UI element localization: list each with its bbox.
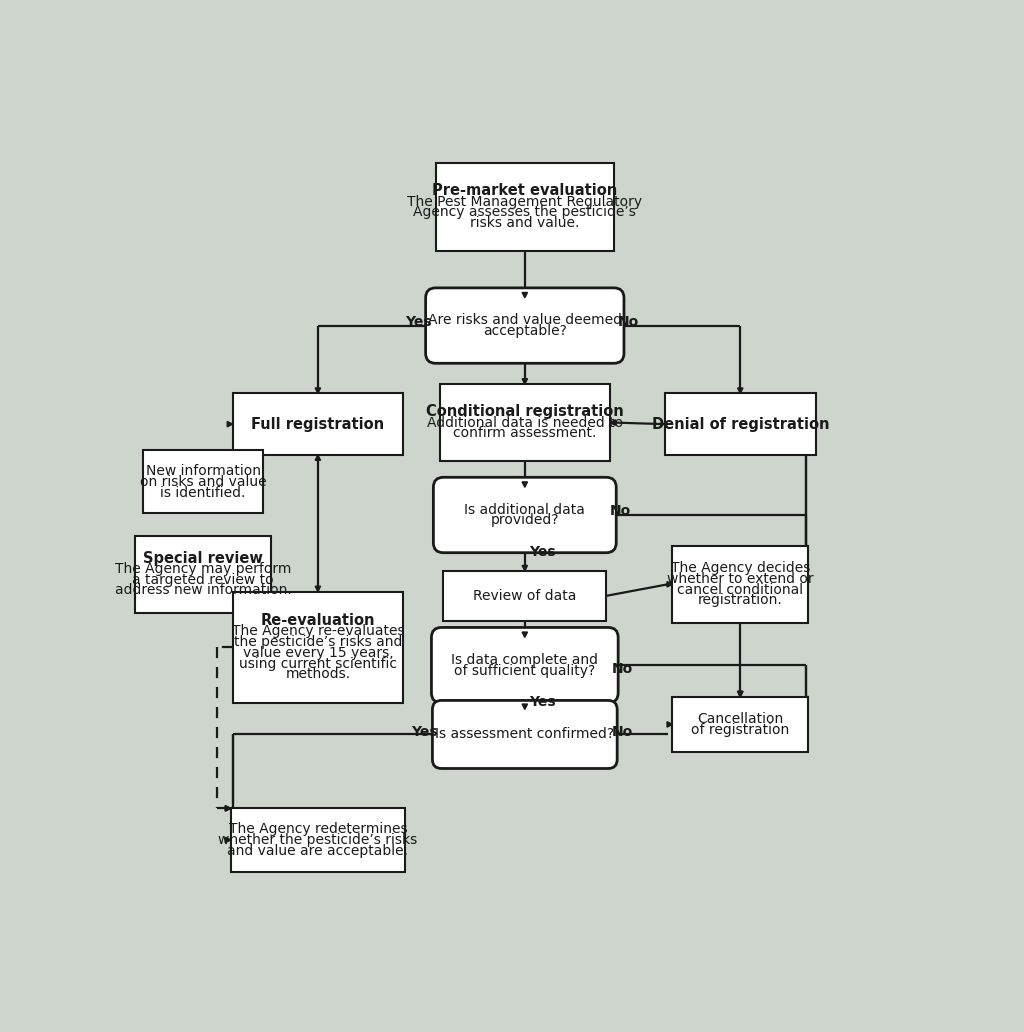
FancyBboxPatch shape: [432, 701, 617, 769]
Text: No: No: [610, 505, 632, 518]
Polygon shape: [610, 420, 615, 425]
Text: registration.: registration.: [698, 593, 782, 608]
Polygon shape: [667, 721, 673, 728]
Polygon shape: [225, 837, 230, 843]
Text: Denial of registration: Denial of registration: [651, 417, 829, 431]
Text: No: No: [612, 725, 633, 739]
Text: of registration: of registration: [691, 722, 790, 737]
Polygon shape: [737, 388, 743, 393]
FancyBboxPatch shape: [443, 571, 606, 621]
Polygon shape: [315, 388, 321, 393]
Text: The Pest Management Regulatory: The Pest Management Regulatory: [408, 195, 642, 208]
Polygon shape: [225, 806, 230, 811]
Polygon shape: [522, 379, 527, 384]
Text: No: No: [617, 315, 639, 329]
Polygon shape: [225, 806, 230, 811]
Polygon shape: [667, 582, 673, 587]
Text: using current scientific: using current scientific: [239, 656, 397, 671]
FancyBboxPatch shape: [143, 450, 263, 514]
Polygon shape: [522, 632, 527, 638]
FancyBboxPatch shape: [435, 163, 614, 251]
FancyBboxPatch shape: [673, 697, 808, 752]
FancyBboxPatch shape: [232, 393, 403, 455]
Polygon shape: [737, 691, 743, 697]
FancyBboxPatch shape: [433, 478, 616, 553]
FancyBboxPatch shape: [673, 546, 808, 622]
Text: is identified.: is identified.: [161, 486, 246, 499]
FancyBboxPatch shape: [665, 393, 816, 455]
Text: The Agency may perform: The Agency may perform: [115, 561, 292, 576]
FancyBboxPatch shape: [431, 627, 618, 703]
Text: The Agency decides: The Agency decides: [671, 561, 810, 575]
Text: The Agency re-evaluates: The Agency re-evaluates: [231, 624, 404, 638]
Polygon shape: [227, 421, 232, 427]
Text: a targeted review to: a targeted review to: [132, 573, 274, 586]
FancyBboxPatch shape: [426, 288, 624, 363]
Text: Cancellation: Cancellation: [697, 712, 783, 727]
Polygon shape: [315, 455, 321, 460]
Text: Re-evaluation: Re-evaluation: [261, 613, 375, 628]
Text: cancel conditional: cancel conditional: [677, 583, 803, 596]
Polygon shape: [522, 704, 527, 709]
Text: No: No: [612, 662, 633, 676]
Text: on risks and value: on risks and value: [140, 475, 266, 489]
Text: risks and value.: risks and value.: [470, 216, 580, 230]
Text: whether to extend or: whether to extend or: [667, 572, 813, 586]
Text: Yes: Yes: [528, 545, 555, 559]
FancyBboxPatch shape: [232, 591, 403, 703]
Polygon shape: [315, 586, 321, 591]
Text: Yes: Yes: [406, 315, 432, 329]
Polygon shape: [522, 566, 527, 571]
Text: and value are acceptable.: and value are acceptable.: [227, 844, 409, 858]
Text: provided?: provided?: [490, 513, 559, 527]
Text: confirm assessment.: confirm assessment.: [453, 426, 597, 441]
Polygon shape: [737, 691, 743, 697]
Text: Conditional registration: Conditional registration: [426, 405, 624, 419]
Text: Special review: Special review: [143, 551, 263, 566]
Text: whether the pesticide’s risks: whether the pesticide’s risks: [218, 833, 418, 847]
FancyBboxPatch shape: [230, 808, 406, 871]
Text: Additional data is needed to: Additional data is needed to: [427, 416, 623, 429]
Text: of sufficient quality?: of sufficient quality?: [455, 664, 595, 678]
Text: value every 15 years,: value every 15 years,: [243, 646, 393, 659]
FancyBboxPatch shape: [439, 384, 610, 461]
Text: Are risks and value deemed: Are risks and value deemed: [428, 313, 622, 327]
Text: New information: New information: [145, 464, 261, 478]
Text: The Agency redetermines: The Agency redetermines: [228, 823, 408, 836]
Text: address new information.: address new information.: [115, 583, 292, 598]
Text: Full registration: Full registration: [251, 417, 384, 431]
Text: Yes: Yes: [411, 725, 437, 739]
Polygon shape: [522, 292, 527, 298]
Text: Review of data: Review of data: [473, 589, 577, 603]
Text: methods.: methods.: [286, 668, 350, 681]
Text: Is data complete and: Is data complete and: [452, 653, 598, 667]
Text: Is additional data: Is additional data: [464, 503, 586, 517]
Text: acceptable?: acceptable?: [483, 324, 566, 337]
Text: Is assessment confirmed?: Is assessment confirmed?: [435, 728, 614, 741]
Text: the pesticide’s risks and: the pesticide’s risks and: [233, 635, 402, 649]
FancyBboxPatch shape: [135, 536, 271, 613]
Text: Agency assesses the pesticide’s: Agency assesses the pesticide’s: [414, 205, 636, 220]
Text: Yes: Yes: [528, 696, 555, 709]
Text: Pre-market evaluation: Pre-market evaluation: [432, 184, 617, 198]
Polygon shape: [522, 482, 527, 487]
